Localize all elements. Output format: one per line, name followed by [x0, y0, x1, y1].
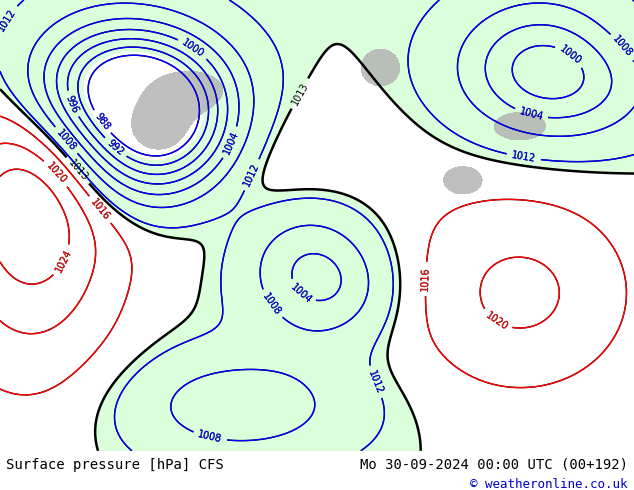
Text: 996: 996 [64, 94, 81, 115]
Text: 1012: 1012 [0, 6, 17, 33]
Text: 1004: 1004 [288, 282, 314, 305]
Text: 992: 992 [105, 138, 126, 158]
Text: Mo 30-09-2024 00:00 UTC (00+192): Mo 30-09-2024 00:00 UTC (00+192) [359, 458, 628, 471]
Text: 1008: 1008 [55, 127, 78, 153]
Text: 1020: 1020 [44, 161, 68, 186]
Text: 1000: 1000 [180, 37, 206, 59]
Text: 1012: 1012 [511, 150, 537, 164]
Text: 1013: 1013 [290, 80, 310, 107]
Text: 988: 988 [93, 112, 112, 132]
Text: 1012: 1012 [366, 368, 384, 395]
Text: 1020: 1020 [44, 161, 68, 186]
Text: 996: 996 [64, 94, 81, 115]
Text: 992: 992 [105, 138, 126, 158]
Text: 1013: 1013 [66, 158, 89, 183]
Text: © weatheronline.co.uk: © weatheronline.co.uk [470, 478, 628, 490]
Text: 1020: 1020 [483, 310, 510, 332]
Text: 1012: 1012 [242, 162, 261, 188]
Text: 1000: 1000 [180, 37, 206, 59]
Text: 1024: 1024 [53, 247, 74, 274]
Text: 988: 988 [93, 112, 112, 132]
Text: 1008: 1008 [611, 34, 634, 59]
Text: 1008: 1008 [260, 292, 282, 318]
Text: 1016: 1016 [88, 197, 112, 222]
Text: 1016: 1016 [420, 267, 431, 292]
Text: 1008: 1008 [611, 34, 634, 59]
Text: 1012: 1012 [242, 162, 261, 188]
Text: 1008: 1008 [55, 127, 78, 153]
Text: 1008: 1008 [260, 292, 282, 318]
Text: 1016: 1016 [88, 197, 112, 222]
Text: 1004: 1004 [518, 107, 544, 122]
Text: 1012: 1012 [0, 6, 17, 33]
Text: 1000: 1000 [558, 44, 583, 66]
Text: 1008: 1008 [197, 430, 223, 445]
Text: 1004: 1004 [222, 129, 241, 156]
Text: 1020: 1020 [483, 310, 510, 332]
Text: Surface pressure [hPa] CFS: Surface pressure [hPa] CFS [6, 458, 224, 471]
Text: 1004: 1004 [288, 282, 314, 305]
Text: 1008: 1008 [197, 430, 223, 445]
Text: 1016: 1016 [420, 267, 431, 292]
Text: 1000: 1000 [558, 44, 583, 66]
Text: 1012: 1012 [366, 368, 384, 395]
Text: 1024: 1024 [53, 247, 74, 274]
Text: 1004: 1004 [222, 129, 241, 156]
Text: 1004: 1004 [518, 107, 544, 122]
Text: 1012: 1012 [511, 150, 537, 164]
